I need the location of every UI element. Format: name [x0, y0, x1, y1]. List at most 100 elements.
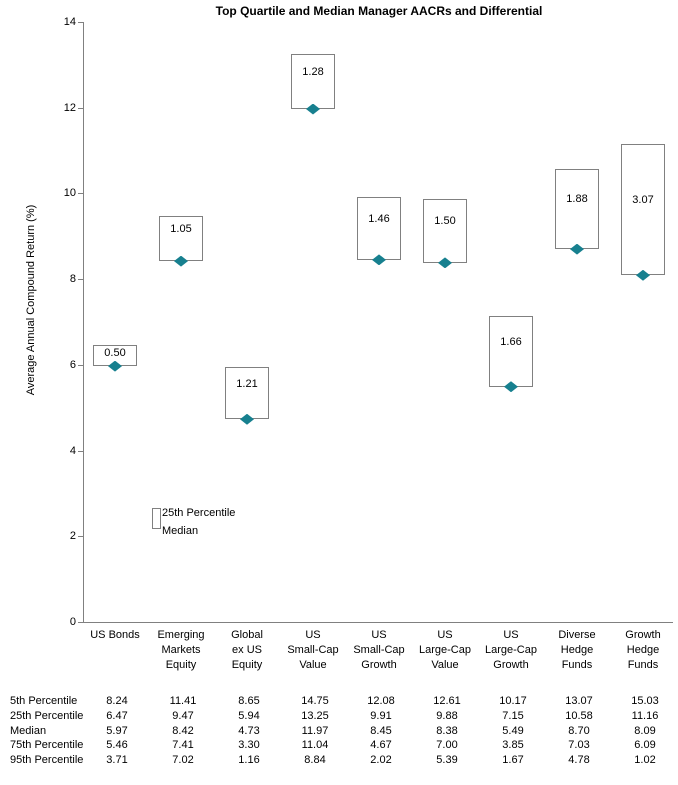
table-row-label: 25th Percentile	[10, 709, 84, 722]
table-cell: 9.47	[172, 709, 194, 722]
y-tick	[78, 279, 83, 281]
differential-label: 1.88	[566, 193, 588, 206]
median-diamond-icon	[306, 103, 320, 115]
table-cell: 7.03	[568, 739, 590, 752]
table-cell: 4.73	[238, 724, 260, 737]
table-cell: 1.02	[634, 754, 656, 767]
table-cell: 5.49	[502, 724, 524, 737]
table-cell: 6.47	[106, 709, 128, 722]
range-bar	[555, 168, 599, 250]
table-cell: 14.75	[301, 695, 329, 707]
y-tick-label: 8	[69, 273, 76, 286]
table-cell: 11.41	[169, 695, 197, 707]
y-tick	[78, 450, 83, 452]
y-tick-label: 2	[69, 530, 76, 543]
legend-median-label: Median	[162, 525, 199, 537]
y-tick-label: 14	[63, 16, 76, 28]
y-tick-label: 0	[69, 616, 76, 628]
y-tick	[78, 193, 83, 195]
category-label: US Bonds	[90, 629, 140, 641]
table-cell: 15.03	[631, 695, 659, 707]
table-cell: 3.85	[502, 739, 524, 752]
category-label: Emerging Markets Equity	[157, 629, 205, 671]
table-cell: 10.58	[565, 709, 593, 722]
table-cell: 7.00	[436, 739, 458, 752]
median-diamond-icon	[636, 269, 650, 281]
legend-bar-swatch	[152, 508, 161, 529]
y-tick-label: 6	[69, 358, 76, 371]
median-diamond-icon	[504, 381, 518, 393]
table-cell: 6.09	[634, 739, 656, 752]
category-label: US Small-Cap Value	[287, 629, 339, 671]
range-bar	[159, 216, 203, 262]
table-cell: 8.42	[172, 724, 194, 737]
table-cell: 1.67	[502, 754, 524, 767]
table-cell: 7.41	[172, 739, 194, 752]
table-cell: 8.24	[106, 695, 128, 707]
y-tick-label: 4	[69, 444, 76, 457]
table-cell: 9.91	[370, 709, 392, 722]
category-label: Global ex US Equity	[231, 629, 263, 671]
differential-label: 1.46	[368, 213, 390, 226]
category-label: Growth Hedge Funds	[625, 629, 661, 671]
table-cell: 5.97	[106, 724, 128, 737]
differential-label: 1.05	[170, 223, 192, 236]
median-diamond-icon	[372, 254, 386, 266]
differential-label: 0.50	[104, 346, 126, 359]
category-label: US Large-Cap Value	[419, 629, 471, 671]
table-cell: 11.04	[301, 739, 329, 752]
y-tick	[78, 364, 83, 366]
table-cell: 12.08	[367, 695, 395, 707]
table-cell: 2.02	[370, 754, 392, 767]
range-bar	[621, 143, 665, 276]
category-label: US Small-Cap Growth	[353, 629, 405, 671]
table-cell: 1.16	[238, 754, 260, 767]
table-cell: 8.45	[370, 724, 392, 737]
range-bar	[423, 198, 467, 263]
y-tick-label: 12	[63, 101, 76, 114]
median-diamond-icon	[240, 413, 254, 425]
chart-title: Top Quartile and Median Manager AACRs an…	[215, 4, 543, 18]
table-row-label: 75th Percentile	[10, 739, 84, 752]
range-bar	[357, 197, 401, 260]
table-cell: 8.65	[238, 695, 260, 707]
table-cell: 7.15	[502, 709, 524, 722]
table-cell: 4.67	[370, 739, 392, 752]
table-cell: 4.78	[568, 754, 590, 767]
category-label: US Large-Cap Growth	[485, 629, 537, 671]
range-bar	[291, 54, 335, 109]
table-cell: 9.88	[436, 709, 458, 722]
table-cell: 5.94	[238, 709, 260, 722]
table-cell: 5.39	[436, 754, 458, 767]
x-axis	[83, 622, 673, 623]
differential-label: 1.50	[434, 215, 456, 228]
median-diamond-icon	[108, 360, 122, 372]
table-cell: 11.97	[301, 724, 329, 737]
table-cell: 8.09	[634, 724, 656, 737]
y-tick	[78, 536, 83, 538]
table-cell: 3.71	[106, 754, 128, 767]
y-axis	[83, 22, 84, 623]
table-cell: 13.07	[565, 695, 593, 707]
table-cell: 5.46	[106, 739, 128, 752]
median-diamond-icon	[570, 243, 584, 255]
table-cell: 8.84	[304, 754, 326, 767]
y-tick-label: 10	[63, 187, 76, 200]
table-cell: 12.61	[433, 695, 461, 707]
differential-label: 1.66	[500, 335, 522, 348]
y-tick	[78, 622, 83, 623]
table-cell: 7.02	[172, 754, 194, 767]
range-bar	[225, 367, 269, 420]
table-cell: 13.25	[301, 709, 329, 722]
table-row-label: 5th Percentile	[10, 695, 78, 707]
legend-25th-percentile-label: 25th Percentile	[162, 507, 236, 519]
table-cell: 11.16	[631, 709, 659, 722]
median-diamond-icon	[438, 257, 452, 269]
table-row-label: Median	[10, 724, 47, 737]
table-row-label: 95th Percentile	[10, 754, 84, 767]
table-cell: 8.70	[568, 724, 590, 737]
table-cell: 3.30	[238, 739, 260, 752]
differential-label: 1.28	[302, 66, 324, 79]
